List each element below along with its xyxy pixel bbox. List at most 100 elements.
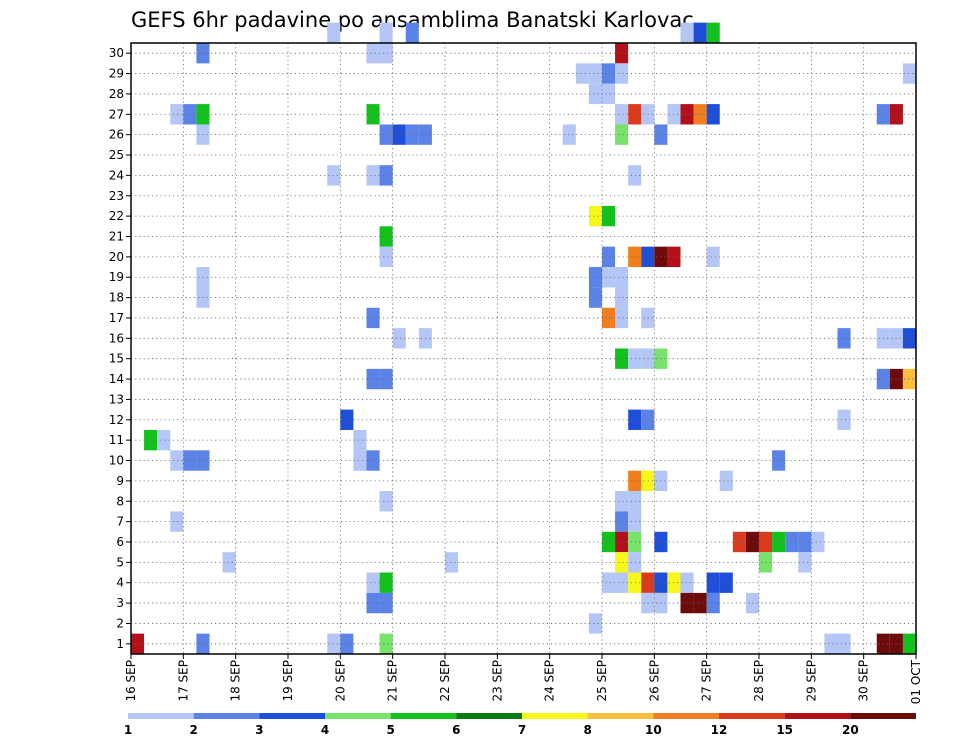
y-tick-label: 3 <box>116 596 124 610</box>
heatmap-cell <box>628 552 642 573</box>
colorbar-label: 8 <box>583 723 591 737</box>
colorbar-label: 2 <box>189 723 197 737</box>
heatmap-cell <box>340 633 354 654</box>
heatmap-cell <box>588 205 602 227</box>
heatmap-cell <box>366 307 380 329</box>
y-tick-label: 6 <box>116 535 124 549</box>
heatmap-cell <box>615 552 629 573</box>
heatmap-cell <box>628 491 642 512</box>
heatmap-cell <box>693 104 707 125</box>
heatmap-cell <box>706 592 720 614</box>
heatmap-cell <box>602 205 616 227</box>
heatmap-cell <box>693 592 707 614</box>
y-tick-label: 8 <box>116 494 124 508</box>
y-tick-label: 22 <box>109 209 124 223</box>
heatmap-cell <box>745 592 759 614</box>
heatmap-cell <box>719 572 733 593</box>
heatmap-cell <box>379 22 393 43</box>
heatmap-cell <box>170 450 184 471</box>
heatmap-cell <box>392 328 406 349</box>
heatmap-cell <box>379 368 393 390</box>
colorbar-label: 5 <box>386 723 394 737</box>
y-tick-label: 4 <box>116 576 124 590</box>
heatmap-cell <box>615 572 629 593</box>
heatmap-cell <box>366 165 380 186</box>
heatmap-cell <box>340 409 354 430</box>
heatmap-cell <box>628 409 642 430</box>
heatmap-cell <box>615 124 629 145</box>
y-tick-label: 12 <box>109 413 124 427</box>
x-tick-label: 24 SEP <box>543 660 557 702</box>
colorbar-segment <box>193 713 260 719</box>
heatmap-cell <box>379 572 393 593</box>
heatmap-cell <box>379 43 393 64</box>
y-tick-label: 24 <box>109 168 124 182</box>
heatmap-cell <box>615 348 629 369</box>
colorbar-segment <box>850 713 916 719</box>
colorbar-label: 20 <box>842 723 859 737</box>
y-tick-label: 17 <box>109 311 124 325</box>
colorbar-label: 6 <box>452 723 460 737</box>
heatmap-cell <box>588 83 602 105</box>
heatmap-cell <box>562 124 576 145</box>
y-tick-label: 20 <box>109 250 124 264</box>
heatmap-cell <box>680 592 694 614</box>
heatmap-cell <box>366 572 380 593</box>
heatmap-cell <box>628 104 642 125</box>
heatmap-cell <box>366 368 380 390</box>
heatmap-cell <box>706 246 720 268</box>
y-tick-label: 21 <box>109 229 124 243</box>
y-tick-label: 10 <box>109 454 124 468</box>
y-tick-label: 14 <box>109 372 124 386</box>
x-tick-label: 21 SEP <box>386 660 400 702</box>
heatmap-cell <box>379 246 393 268</box>
x-tick-label: 16 SEP <box>124 660 138 702</box>
heatmap-cell <box>392 124 406 145</box>
heatmap-cell <box>628 511 642 532</box>
heatmap-cell <box>366 592 380 614</box>
heatmap-cell <box>366 450 380 471</box>
heatmap-cell <box>353 450 367 471</box>
heatmap-cell <box>719 470 733 492</box>
y-tick-label: 11 <box>109 433 124 447</box>
heatmap-cell <box>602 83 616 105</box>
heatmap-cell <box>706 572 720 593</box>
colorbar-segment <box>719 713 785 719</box>
heatmap-cell <box>588 267 602 288</box>
heatmap-cell <box>615 511 629 532</box>
heatmap-cell <box>902 368 916 390</box>
x-tick-label: 23 SEP <box>490 660 504 702</box>
heatmap-cell <box>628 165 642 186</box>
colorbar-segment <box>653 713 719 719</box>
heatmap-cell <box>602 63 616 84</box>
heatmap-cell <box>628 470 642 492</box>
y-tick-label: 28 <box>109 87 124 101</box>
heatmap-cell <box>615 63 629 84</box>
plot-frame <box>130 42 917 655</box>
colorbar-segment <box>587 713 654 719</box>
heatmap-cell <box>575 63 589 84</box>
colorbar-segment <box>128 713 194 719</box>
heatmap-cell <box>602 267 616 288</box>
heatmap-cell <box>837 409 851 430</box>
heatmap-cell <box>615 267 629 288</box>
y-axis: 1234567891011121314151617181920212223242… <box>109 46 131 651</box>
x-axis: 16 SEP 17 SEP 18 SEP 19 SEP 20 SEP 21 SEP 22 S… <box>124 654 923 704</box>
heatmap-cell <box>379 592 393 614</box>
colorbar-segment <box>784 713 851 719</box>
heatmap-cell <box>732 531 746 553</box>
x-tick-label: 29 SEP <box>804 660 818 702</box>
heatmap-cell <box>798 531 812 553</box>
heatmap-cell <box>602 572 616 593</box>
heatmap-cell <box>353 429 367 451</box>
heatmap-cell <box>615 531 629 553</box>
heatmap-cell <box>811 531 825 553</box>
heatmap-cell <box>680 22 694 43</box>
y-tick-label: 29 <box>109 67 124 81</box>
heatmap-cell <box>628 572 642 593</box>
heatmap-cell <box>445 552 459 573</box>
heatmap-cell <box>379 124 393 145</box>
heatmap-cell <box>628 246 642 268</box>
heatmap-cell <box>837 328 851 349</box>
y-tick-label: 15 <box>109 352 124 366</box>
